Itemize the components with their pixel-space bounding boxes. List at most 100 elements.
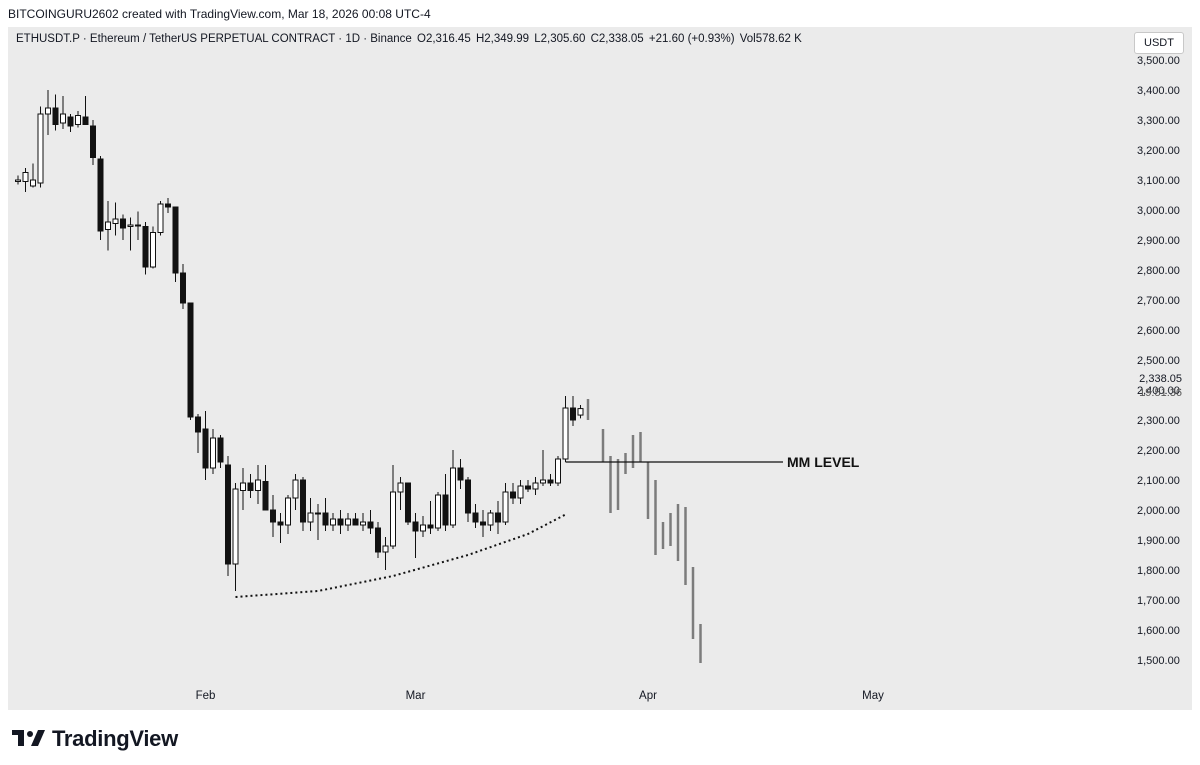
candle-body <box>195 416 201 433</box>
y-tick-label: 2,400.00 <box>1137 385 1180 397</box>
candle-body <box>502 491 509 523</box>
candle-body <box>390 491 396 547</box>
candle-body <box>570 407 576 421</box>
candle-body <box>412 521 419 532</box>
candle-body <box>217 437 224 463</box>
y-tick-label: 2,300.00 <box>1137 415 1180 427</box>
candle-body <box>292 479 299 499</box>
y-tick-label: 2,900.00 <box>1137 235 1180 247</box>
candle-body <box>30 179 36 187</box>
candle-body <box>330 518 336 526</box>
candle-body <box>37 113 44 184</box>
y-tick-label: 3,100.00 <box>1137 175 1180 187</box>
x-tick-label: Apr <box>639 690 657 702</box>
mm-level-label: MM LEVEL <box>787 454 860 470</box>
y-tick-label: 3,000.00 <box>1137 205 1180 217</box>
candle-body <box>142 226 149 268</box>
candle-body <box>247 482 254 491</box>
y-tick-label: 2,700.00 <box>1137 295 1180 307</box>
candle-body <box>382 545 389 553</box>
candle-body <box>375 527 381 553</box>
candle-body <box>427 524 434 529</box>
bar-countdown: 19:51:36 <box>1139 387 1182 399</box>
chart-caption: BITCOINGURU2602 created with TradingView… <box>8 7 431 21</box>
last-price-box: 2,338.05 19:51:36 <box>1128 372 1182 400</box>
candle-body <box>150 232 156 268</box>
candle-body <box>547 479 554 484</box>
candle-body <box>277 521 284 526</box>
y-tick-label: 3,400.00 <box>1137 85 1180 97</box>
candle-body <box>397 482 404 493</box>
candle-body <box>562 407 569 460</box>
candle-body <box>22 172 29 182</box>
x-tick-label: Mar <box>406 690 426 702</box>
candle-body <box>270 509 276 523</box>
ohlc-close: C2,338.05 <box>590 33 644 45</box>
y-tick-label: 1,800.00 <box>1137 565 1180 577</box>
candle-body <box>165 203 171 208</box>
candle-body <box>525 485 531 490</box>
tradingview-logo-icon <box>12 730 45 746</box>
candle-body <box>465 479 471 514</box>
symbol-title[interactable]: ETHUSDT.P · Ethereum / TetherUS PERPETUA… <box>16 33 412 45</box>
candle-body <box>127 224 134 227</box>
candle-body <box>495 512 501 523</box>
candle-body <box>187 302 194 418</box>
candle-body <box>172 206 179 274</box>
candle-body <box>420 524 426 532</box>
ohlc-high: H2,349.99 <box>475 33 530 45</box>
y-tick-label: 1,900.00 <box>1137 535 1180 547</box>
candle-body <box>450 467 456 526</box>
candle-body <box>232 488 239 565</box>
candle-body <box>532 482 539 490</box>
candle-body <box>240 482 246 491</box>
y-tick-label: 2,200.00 <box>1137 445 1180 457</box>
chart-frame[interactable]: ETHUSDT.P · Ethereum / TetherUS PERPETUA… <box>8 27 1192 710</box>
candle-body <box>255 479 261 491</box>
candle-body <box>315 512 321 515</box>
candle-body <box>52 107 59 125</box>
y-tick-label: 2,100.00 <box>1137 475 1180 487</box>
candle-body <box>367 521 374 529</box>
y-tick-label: 2,800.00 <box>1137 265 1180 277</box>
ohlc-open: O2,316.45 <box>417 33 471 45</box>
candle-body <box>345 518 351 526</box>
ohlc-change: +21.60 (+0.93%) <box>648 33 735 45</box>
y-tick-label: 3,300.00 <box>1137 115 1180 127</box>
brand-name: TradingView <box>52 726 178 751</box>
candle-body <box>360 521 366 526</box>
y-tick-label: 1,500.00 <box>1137 655 1180 667</box>
candle-body <box>480 521 486 526</box>
currency-badge[interactable]: USDT <box>1134 32 1184 54</box>
candle-body <box>577 408 584 416</box>
candle-body <box>67 116 74 127</box>
last-price-value: 2,338.05 <box>1139 373 1182 385</box>
candle-body <box>337 518 344 526</box>
x-tick-label: May <box>862 690 884 702</box>
candle-body <box>487 512 494 526</box>
candle-body <box>442 494 449 526</box>
y-tick-label: 2,000.00 <box>1137 505 1180 517</box>
candle-body <box>307 512 314 523</box>
candle-body <box>322 512 329 526</box>
candle-body <box>262 481 269 511</box>
y-tick-label: 3,200.00 <box>1137 145 1180 157</box>
candle-body <box>285 497 291 526</box>
candle-body <box>120 218 126 229</box>
y-tick-label: 1,600.00 <box>1137 625 1180 637</box>
candle-body <box>75 115 81 125</box>
y-tick-label: 2,600.00 <box>1137 325 1180 337</box>
volume-readout: Vol578.62 K <box>739 33 802 45</box>
candle-body <box>135 224 141 227</box>
candle-body <box>352 518 359 526</box>
rounding-bottom-curve <box>235 513 566 598</box>
y-tick-label: 1,700.00 <box>1137 595 1180 607</box>
candle-body <box>435 494 441 529</box>
candle-body <box>157 203 164 233</box>
candle-body <box>510 491 516 499</box>
candle-body <box>555 458 561 484</box>
candle-body <box>45 107 51 115</box>
candle-body <box>457 467 464 481</box>
candle-body <box>97 158 104 232</box>
